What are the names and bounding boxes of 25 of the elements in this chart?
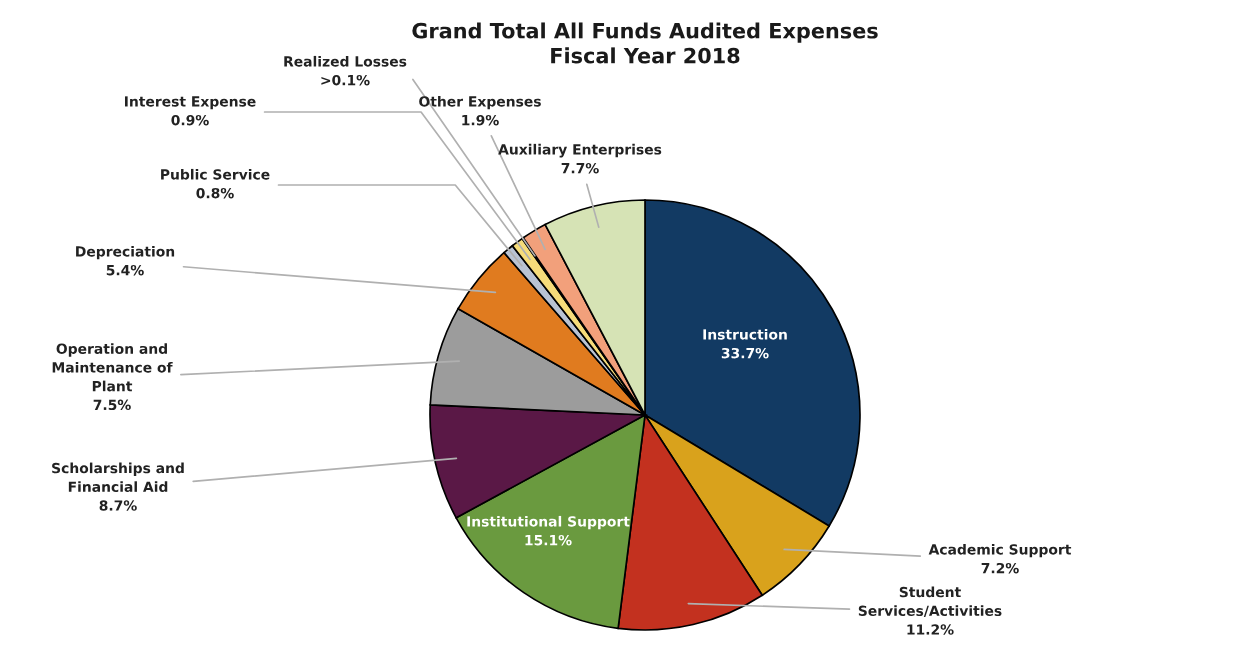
slice-label: Instruction [703, 328, 787, 340]
data-label: 8.7% [99, 500, 137, 511]
data-label: 15.1% [525, 534, 572, 546]
data-label: >0.1% [321, 74, 370, 86]
data-label: 1.9% [462, 114, 499, 126]
slice-label: Interest Expense [125, 96, 256, 110]
data-label: 0.8% [196, 187, 234, 199]
data-label: 5.4% [106, 264, 144, 276]
slice-label: Institutional Support [467, 515, 630, 530]
slice-label: Scholarships and Financial Aid [52, 462, 184, 493]
slice-label: Public Service [161, 168, 270, 180]
data-label: 11.2% [907, 624, 954, 635]
slice-label: Depreciation [76, 245, 175, 260]
data-label: 7.5% [93, 399, 131, 411]
slice-label: Realized Losses [284, 55, 407, 67]
slice-label: Academic Support [928, 543, 1072, 558]
data-label: 33.7% [721, 347, 769, 359]
data-label: 7.7% [561, 162, 599, 174]
data-label: 7.2% [981, 562, 1019, 574]
slice-label: Auxiliary Enterprises [498, 143, 662, 158]
chart-title: Grand Total All Funds Audited Expenses Fiscal Year 2018 [412, 22, 878, 64]
slice-label: Operation and Maintenance of Plant [52, 343, 173, 392]
slice-label: Other Expenses [419, 95, 541, 110]
data-label: 0.9% [171, 114, 209, 126]
slice-label: Student Services/Activities [858, 586, 1002, 618]
